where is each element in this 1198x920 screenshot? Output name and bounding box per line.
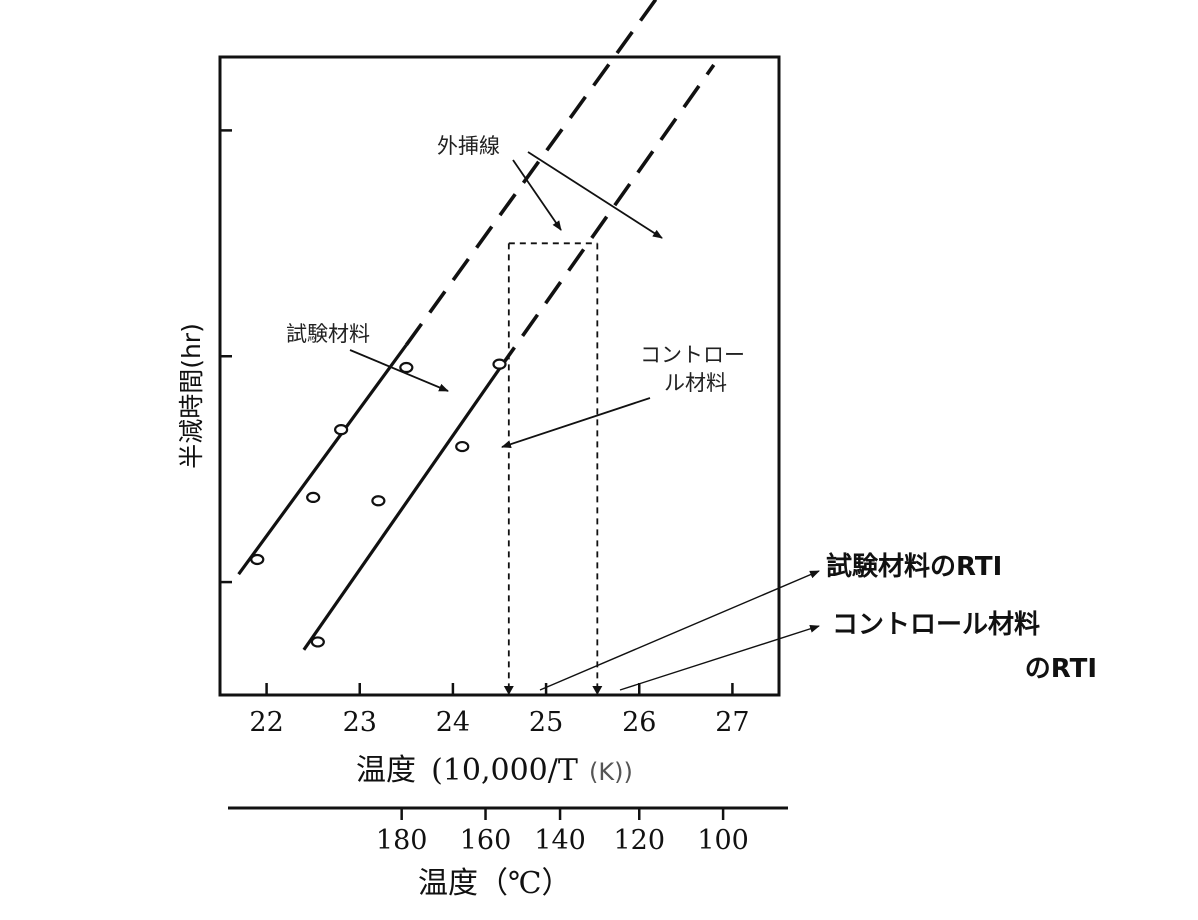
secondary-tick-label-0: 180 (376, 825, 428, 856)
plot-frame (218, 55, 781, 697)
x-tick-label-2: 24 (436, 707, 470, 738)
extrapolation-arrow-1 (512, 159, 562, 231)
control-material-label-line1: コントロー (640, 343, 745, 367)
series-layer (237, 0, 716, 651)
series-0-point-0 (250, 553, 265, 566)
rti-test-arrow (539, 570, 820, 691)
series-1-point-1 (371, 495, 386, 507)
rti-layer (503, 242, 603, 695)
x-tick-label-1: 23 (343, 707, 377, 738)
series-0-fit-line (237, 344, 408, 576)
rti-test-marker (503, 686, 514, 695)
series-0-point-3 (399, 361, 414, 374)
rti-control-label-line2: のRTI (1025, 654, 1097, 684)
series-0-extrapolation-line (404, 0, 658, 347)
test-material-arrow (349, 349, 449, 392)
secondary-tick-label-3: 120 (613, 825, 665, 856)
rti-control-marker (592, 686, 603, 695)
x-axis-title-main: 温度 (356, 753, 416, 788)
x-tick-label-3: 25 (529, 707, 563, 738)
y-axis-ticks (220, 129, 232, 584)
x-tick-label-0: 22 (249, 707, 283, 738)
rti-control-label-line1: コントロール材料 (832, 610, 1040, 640)
series-1-point-2 (455, 440, 470, 453)
x-axis-title-unit: (10,000/T (431, 753, 578, 788)
series-0-point-2 (334, 424, 349, 436)
series-1-point-3 (492, 358, 507, 370)
y-axis-title: 半減時間(hr) (177, 323, 206, 469)
rti-test-label: 試験材料のRTI (826, 551, 1002, 582)
x-tick-label-5: 27 (715, 707, 749, 738)
test-material-label: 試験材料 (286, 322, 370, 346)
extrapolation-arrow-2 (527, 151, 663, 239)
x-axis-title: 温度 (10,000/T (K)) (356, 753, 633, 788)
secondary-axis-title: 温度（℃） (418, 866, 572, 901)
series-1-extrapolation-line (498, 63, 716, 370)
secondary-tick-label-4: 100 (697, 825, 749, 856)
control-material-label-line2: ル材料 (664, 371, 727, 395)
x-axis-title-unit-k: (K)) (589, 758, 633, 786)
x-tick-label-4: 26 (622, 707, 656, 738)
series-1-point-0 (310, 636, 325, 648)
secondary-axis-ticks: 180 160 140 120 100 (376, 808, 749, 856)
rti-control-arrow (619, 624, 820, 691)
secondary-tick-label-2: 140 (534, 825, 586, 856)
extrapolation-label: 外挿線 (437, 134, 500, 158)
x-axis-ticks: 22 23 24 25 26 27 (249, 683, 750, 738)
series-1-fit-line (302, 367, 501, 651)
control-material-arrow (501, 397, 651, 448)
secondary-tick-label-1: 160 (460, 825, 512, 856)
series-0-point-1 (306, 491, 321, 503)
